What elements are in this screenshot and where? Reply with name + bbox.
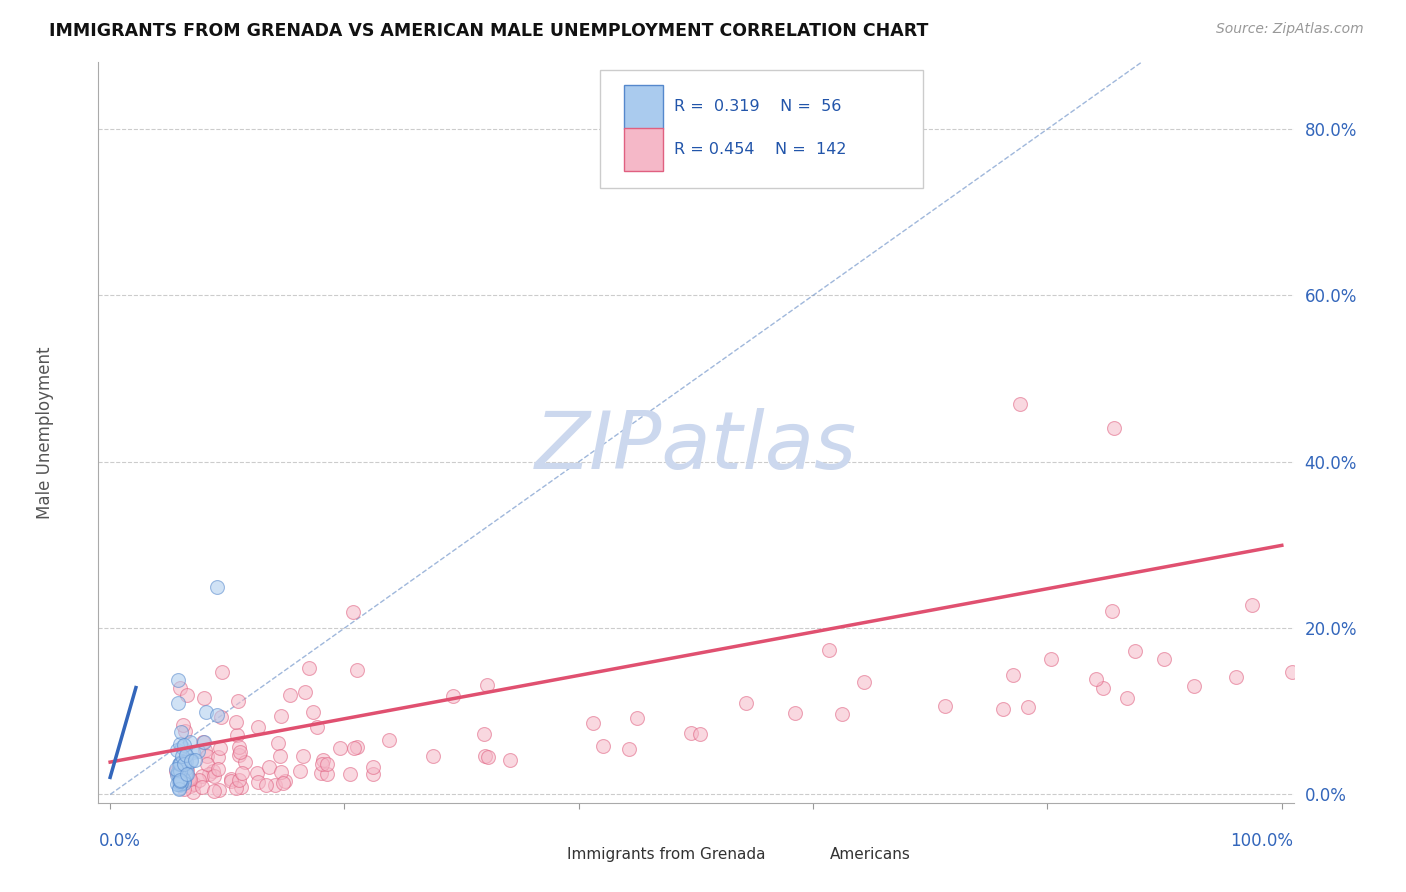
Text: IMMIGRANTS FROM GRENADA VS AMERICAN MALE UNEMPLOYMENT CORRELATION CHART: IMMIGRANTS FROM GRENADA VS AMERICAN MALE… [49,22,928,40]
Text: Americans: Americans [830,847,911,863]
FancyBboxPatch shape [600,70,922,188]
FancyBboxPatch shape [526,844,561,865]
Text: 100.0%: 100.0% [1230,832,1294,850]
Text: Male Unemployment: Male Unemployment [35,346,53,519]
Text: Immigrants from Grenada: Immigrants from Grenada [567,847,765,863]
Text: Source: ZipAtlas.com: Source: ZipAtlas.com [1216,22,1364,37]
FancyBboxPatch shape [789,844,824,865]
Text: R =  0.319    N =  56: R = 0.319 N = 56 [675,99,842,114]
Text: ZIPatlas: ZIPatlas [534,409,858,486]
Text: 0.0%: 0.0% [98,832,141,850]
FancyBboxPatch shape [624,86,662,129]
FancyBboxPatch shape [624,128,662,171]
Text: R = 0.454    N =  142: R = 0.454 N = 142 [675,143,846,157]
